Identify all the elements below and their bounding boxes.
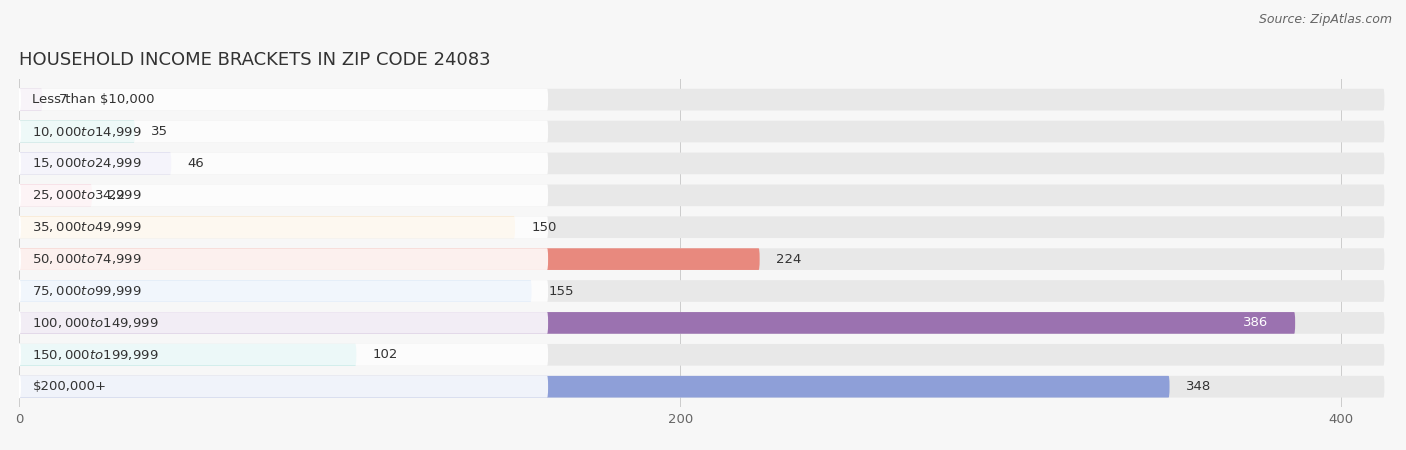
Circle shape [18,376,20,397]
FancyBboxPatch shape [20,312,1385,334]
Text: 155: 155 [548,284,574,297]
Circle shape [18,121,20,142]
FancyBboxPatch shape [20,280,548,302]
FancyBboxPatch shape [20,248,759,270]
FancyBboxPatch shape [20,184,548,206]
Circle shape [18,344,20,366]
FancyBboxPatch shape [20,280,531,302]
Text: 150: 150 [531,220,557,234]
FancyBboxPatch shape [20,376,548,397]
Text: $150,000 to $199,999: $150,000 to $199,999 [32,348,159,362]
Text: 22: 22 [108,189,125,202]
FancyBboxPatch shape [20,89,42,110]
Text: $200,000+: $200,000+ [32,380,107,393]
Text: 102: 102 [373,348,398,361]
FancyBboxPatch shape [20,153,1385,174]
FancyBboxPatch shape [20,216,515,238]
FancyBboxPatch shape [20,312,548,334]
FancyBboxPatch shape [20,376,1385,397]
Text: $50,000 to $74,999: $50,000 to $74,999 [32,252,142,266]
FancyBboxPatch shape [20,121,1385,142]
Text: HOUSEHOLD INCOME BRACKETS IN ZIP CODE 24083: HOUSEHOLD INCOME BRACKETS IN ZIP CODE 24… [20,51,491,69]
Text: $15,000 to $24,999: $15,000 to $24,999 [32,157,142,171]
Text: 386: 386 [1243,316,1268,329]
FancyBboxPatch shape [20,280,1385,302]
Text: $25,000 to $34,999: $25,000 to $34,999 [32,188,142,202]
FancyBboxPatch shape [20,376,1170,397]
FancyBboxPatch shape [20,344,548,366]
Text: Less than $10,000: Less than $10,000 [32,93,155,106]
FancyBboxPatch shape [20,248,1385,270]
FancyBboxPatch shape [20,344,1385,366]
FancyBboxPatch shape [20,153,548,174]
FancyBboxPatch shape [20,121,548,142]
Text: Source: ZipAtlas.com: Source: ZipAtlas.com [1258,14,1392,27]
Circle shape [18,280,20,302]
FancyBboxPatch shape [20,121,135,142]
Circle shape [18,248,20,270]
FancyBboxPatch shape [20,89,1385,110]
Text: 35: 35 [152,125,169,138]
FancyBboxPatch shape [20,216,548,238]
FancyBboxPatch shape [20,184,1385,206]
FancyBboxPatch shape [20,184,91,206]
Text: $75,000 to $99,999: $75,000 to $99,999 [32,284,142,298]
Text: 348: 348 [1187,380,1212,393]
FancyBboxPatch shape [20,89,548,110]
Circle shape [18,312,20,334]
Text: 7: 7 [59,93,67,106]
FancyBboxPatch shape [20,216,1385,238]
Circle shape [18,153,20,174]
Circle shape [18,216,20,238]
FancyBboxPatch shape [20,312,1295,334]
Circle shape [18,184,20,206]
Circle shape [18,89,20,110]
Text: $35,000 to $49,999: $35,000 to $49,999 [32,220,142,234]
FancyBboxPatch shape [20,248,548,270]
Text: $100,000 to $149,999: $100,000 to $149,999 [32,316,159,330]
Text: $10,000 to $14,999: $10,000 to $14,999 [32,125,142,139]
Text: 46: 46 [188,157,204,170]
FancyBboxPatch shape [20,153,172,174]
FancyBboxPatch shape [20,344,356,366]
Text: 224: 224 [776,252,801,266]
